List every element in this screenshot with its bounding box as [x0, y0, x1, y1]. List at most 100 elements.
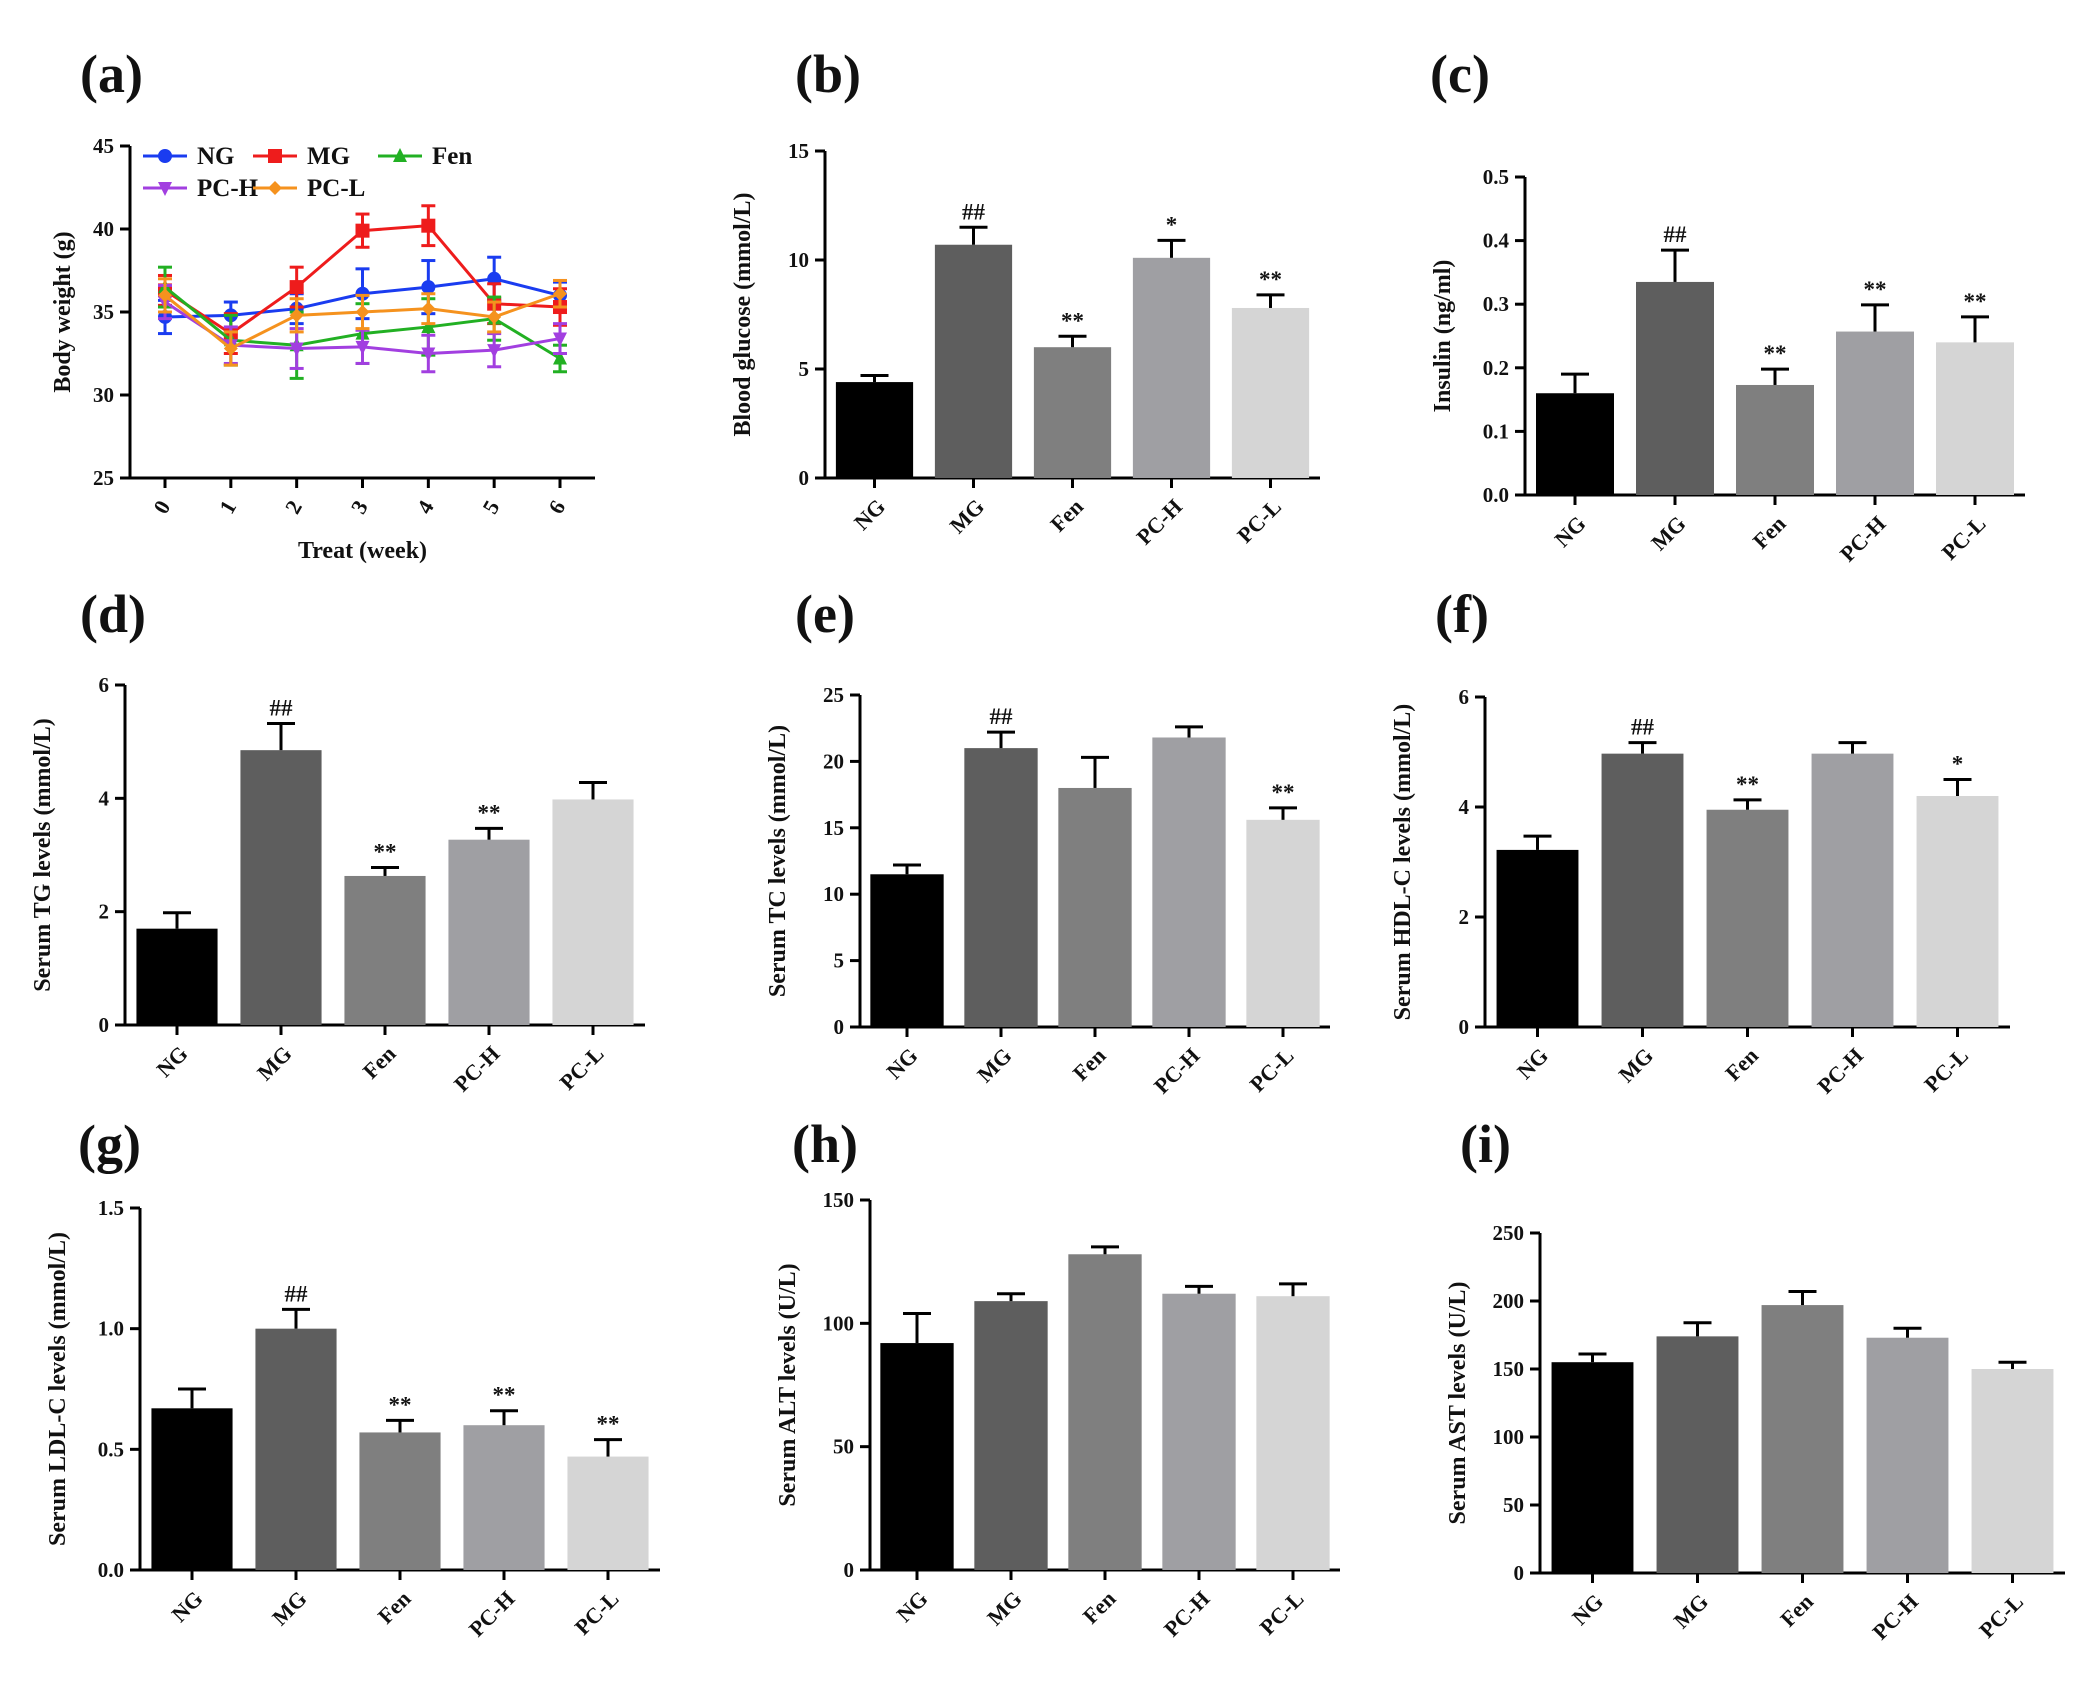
bar-ng — [151, 1408, 233, 1570]
y-tick-label: 30 — [93, 383, 114, 407]
category-label-ng: NG — [1550, 511, 1591, 552]
category-label-mg: MG — [945, 494, 989, 538]
bar-fen — [1761, 1305, 1844, 1573]
category-label-mg: MG — [252, 1041, 296, 1085]
category-label-fen: Fen — [1068, 1043, 1111, 1086]
legend-marker-pc-l — [268, 181, 282, 195]
y-tick-label: 50 — [1503, 1493, 1524, 1517]
y-tick-label: 0.0 — [98, 1558, 124, 1582]
panel-c-label: (c) — [1430, 44, 1490, 104]
x-tick-label: 4 — [412, 496, 439, 518]
data-point-fen — [553, 350, 567, 365]
category-label-mg: MG — [982, 1586, 1026, 1630]
bar-mg — [974, 1301, 1048, 1570]
x-tick-label: 2 — [280, 496, 307, 518]
significance-marker-pc-l: * — [1952, 752, 1964, 777]
category-label-pc-h: PC-H — [1867, 1589, 1923, 1645]
y-tick-label: 100 — [823, 1311, 855, 1335]
significance-marker-pc-h: ** — [478, 800, 501, 825]
panel-d-label: (d) — [80, 584, 146, 644]
category-label-fen: Fen — [1078, 1586, 1121, 1629]
category-label-fen: Fen — [1775, 1589, 1818, 1632]
legend-marker-pc-h — [158, 182, 172, 196]
bar-pc-h — [1152, 737, 1226, 1027]
category-label-mg: MG — [1614, 1043, 1658, 1087]
panel-c-insulin-bar-chart: (c) 0.0 0.1 0.2 0.3 0.4 0.5 Insulin (ng/ml) NG ##… — [1430, 44, 2025, 567]
y-tick-label: 0.0 — [1483, 483, 1509, 507]
y-axis-title: Serum TG levels (mmol/L) — [30, 718, 56, 992]
y-tick-label: 2 — [1459, 905, 1470, 929]
category-label-ng: NG — [152, 1041, 193, 1082]
bar-fen — [1058, 787, 1132, 1027]
significance-marker-pc-l: ** — [597, 1412, 620, 1437]
bar-pc-l — [1936, 342, 2014, 495]
data-point-mg — [289, 280, 304, 295]
panel-f-serum-hdl-c-bar-chart: (f) 0 2 4 6 Serum HDL-C levels (mmol/L) NG ## MG… — [1390, 584, 2010, 1099]
significance-marker-mg: ## — [285, 1281, 309, 1306]
significance-marker-mg: ## — [1631, 715, 1655, 740]
category-label-ng: NG — [1567, 1589, 1608, 1630]
significance-marker-fen: ** — [1736, 772, 1759, 797]
panel-d-serum-tg-bar-chart: (d) 0 2 4 6 Serum TG levels (mmol/L) NG ## MG ** F… — [30, 584, 645, 1097]
bar-fen — [359, 1432, 441, 1570]
bar-ng — [880, 1343, 954, 1570]
category-label-fen: Fen — [373, 1586, 416, 1629]
category-label-pc-h: PC-H — [1149, 1043, 1205, 1099]
bar-mg — [934, 244, 1013, 478]
y-tick-label: 150 — [823, 1188, 855, 1212]
y-tick-label: 100 — [1493, 1425, 1525, 1449]
bar-ng — [1551, 1362, 1634, 1573]
panel-h-label: (h) — [792, 1114, 858, 1174]
data-point-pc-h — [289, 342, 304, 357]
data-point-pc-h — [355, 340, 370, 355]
y-tick-label: 0 — [799, 466, 810, 490]
significance-marker-mg: ## — [1664, 222, 1688, 247]
significance-marker-fen: ** — [389, 1392, 412, 1417]
panel-i-label: (i) — [1460, 1114, 1511, 1174]
y-axis-title: Blood glucose (mmol/L) — [730, 193, 756, 437]
bar-mg — [255, 1328, 337, 1570]
bar-pc-h — [1811, 753, 1894, 1027]
data-point-pc-h — [421, 347, 436, 362]
x-tick-label: 5 — [477, 496, 504, 518]
bar-pc-l — [1916, 796, 1999, 1027]
y-tick-label: 20 — [823, 749, 844, 773]
category-label-pc-l: PC-L — [1232, 494, 1286, 548]
data-point-fen — [421, 318, 436, 333]
y-axis-title: Serum AST levels (U/L) — [1445, 1282, 1471, 1525]
y-tick-label: 15 — [823, 816, 844, 840]
significance-marker-fen: ** — [1764, 341, 1787, 366]
bar-pc-h — [1132, 257, 1211, 478]
panel-i-serum-ast-bar-chart: (i) 0 50 100 150 200 250 Serum AST levels (U/L)… — [1445, 1114, 2065, 1645]
significance-marker-pc-l: ** — [1272, 780, 1295, 805]
category-label-pc-l: PC-L — [570, 1586, 624, 1640]
data-point-pc-l — [553, 286, 567, 301]
y-tick-label: 150 — [1493, 1357, 1525, 1381]
category-label-pc-h: PC-H — [1835, 511, 1891, 567]
x-tick-label: 6 — [543, 496, 570, 518]
category-label-fen: Fen — [1045, 494, 1088, 537]
x-tick-label: 1 — [214, 496, 241, 518]
panel-g-serum-ldl-c-bar-chart: (g) 0.0 0.5 1.0 1.5 Serum LDL-C levels (mmol/… — [45, 1114, 660, 1642]
category-label-pc-l: PC-L — [1245, 1043, 1299, 1097]
y-tick-label: 45 — [93, 134, 114, 158]
y-tick-label: 0 — [844, 1558, 855, 1582]
data-point-ng — [355, 286, 370, 301]
data-point-ng — [421, 280, 436, 295]
y-tick-label: 2 — [99, 900, 110, 924]
panel-b-label: (b) — [795, 44, 861, 104]
category-label-mg: MG — [1669, 1589, 1713, 1633]
y-tick-label: 200 — [1493, 1289, 1525, 1313]
bar-mg — [964, 748, 1038, 1027]
y-axis-title: Body weight (g) — [50, 231, 76, 392]
significance-marker-mg: ## — [270, 696, 294, 721]
data-point-pc-l — [421, 301, 436, 316]
data-point-mg — [355, 223, 370, 238]
significance-marker-mg: ## — [990, 704, 1014, 729]
y-tick-label: 0 — [834, 1015, 845, 1039]
panel-a-label: (a) — [80, 44, 143, 104]
category-label-pc-l: PC-L — [1255, 1586, 1309, 1640]
category-label-ng: NG — [167, 1586, 208, 1627]
